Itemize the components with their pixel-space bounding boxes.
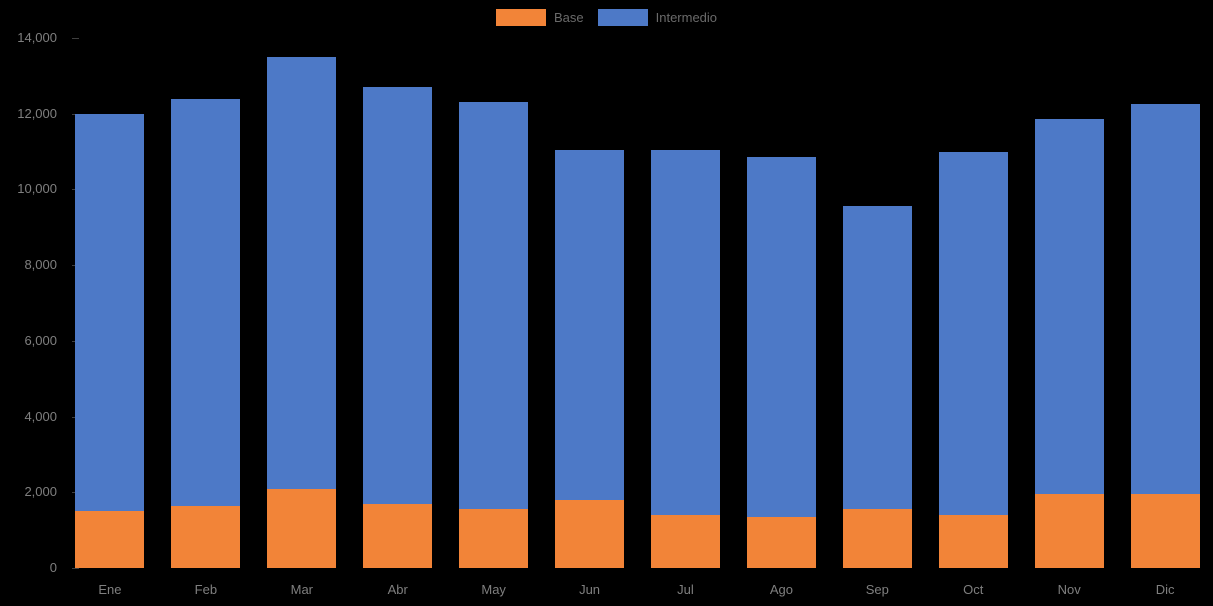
bar-segment-intermedio-ene (75, 113, 145, 512)
stacked-bar-oct (938, 151, 1008, 568)
bar-segment-intermedio-feb (171, 98, 241, 506)
y-axis-label-12000: 12,000 (17, 106, 57, 121)
legend-item-base: Base (495, 9, 584, 26)
intermedio-series-swatch-icon (597, 9, 648, 26)
x-axis-label-jun: Jun (579, 582, 601, 597)
bar-slot-nov (1021, 38, 1117, 568)
bar-segment-intermedio-abr (363, 87, 433, 504)
bar-segment-base-feb (171, 505, 241, 568)
bar-segment-intermedio-dic (1130, 104, 1200, 495)
x-axis-label-feb: Feb (194, 582, 218, 597)
legend-label-base: Base (553, 10, 584, 25)
x-axis-label-mar: Mar (290, 582, 313, 597)
bar-segment-intermedio-sep (842, 206, 912, 510)
y-axis-label-10000: 10,000 (17, 181, 57, 196)
bar-slot-dic (1117, 38, 1213, 568)
y-axis-label-4000: 4,000 (24, 409, 57, 424)
bar-segment-base-jun (555, 499, 625, 568)
bar-segment-base-oct (938, 515, 1008, 568)
stacked-bar-sep (842, 206, 912, 568)
x-axis-label-nov: Nov (1057, 582, 1081, 597)
bar-segment-base-ago (746, 516, 816, 568)
bar-segment-base-nov (1034, 494, 1104, 568)
bar-slot-jun (542, 38, 638, 568)
bar-segment-intermedio-nov (1034, 119, 1104, 495)
bar-segment-intermedio-jun (555, 149, 625, 500)
x-axis-label-sep: Sep (865, 582, 889, 597)
x-axis-label-dic: Dic (1155, 582, 1175, 597)
bar-segment-intermedio-oct (938, 151, 1008, 515)
plot-area (62, 38, 1213, 568)
stacked-bar-mar (267, 56, 337, 568)
stacked-bar-dic (1130, 104, 1200, 568)
bar-slot-abr (350, 38, 446, 568)
x-axis-label-abr: Abr (387, 582, 408, 597)
bar-segment-base-mar (267, 488, 337, 568)
bar-segment-intermedio-jul (650, 149, 720, 515)
stacked-bar-ene (75, 113, 145, 568)
x-axis-label-ago: Ago (769, 582, 793, 597)
legend-label-intermedio: Intermedio (655, 10, 718, 25)
y-axis-label-2000: 2,000 (24, 484, 57, 499)
bar-segment-base-abr (363, 503, 433, 568)
x-axis-label-ene: Ene (98, 582, 122, 597)
bar-slot-oct (925, 38, 1021, 568)
y-axis-tick-0 (72, 568, 79, 569)
bar-slot-jul (638, 38, 734, 568)
stacked-bar-abr (363, 87, 433, 568)
stacked-bar-nov (1034, 119, 1104, 568)
x-axis-label-may: May (481, 582, 506, 597)
bar-slot-may (446, 38, 542, 568)
legend-item-intermedio: Intermedio (597, 9, 718, 26)
base-series-swatch-icon (495, 9, 546, 26)
stacked-bar-jul (650, 149, 720, 568)
bar-segment-intermedio-mar (267, 56, 337, 489)
bar-slot-ene (62, 38, 158, 568)
bar-segment-base-sep (842, 509, 912, 568)
x-axis-label-jul: Jul (677, 582, 694, 597)
stacked-bar-feb (171, 98, 241, 568)
stacked-bar-ago (746, 157, 816, 568)
y-axis-tick-14000 (72, 38, 79, 39)
y-axis-label-14000: 14,000 (17, 30, 57, 45)
y-axis-label-8000: 8,000 (24, 257, 57, 272)
x-axis: Ene Feb Mar Abr May Jun Jul Ago Sep Oct Nov Dic (62, 582, 1213, 597)
bar-slot-ago (733, 38, 829, 568)
stacked-bar-may (459, 102, 529, 568)
bar-slot-sep (829, 38, 925, 568)
bar-segment-intermedio-may (459, 102, 529, 510)
x-axis-label-oct: Oct (963, 582, 984, 597)
bar-segment-base-ene (75, 511, 145, 568)
chart-legend: Base Intermedio (0, 9, 1213, 26)
bar-segment-base-jul (650, 515, 720, 568)
bar-segment-base-may (459, 509, 529, 568)
bar-slot-feb (158, 38, 254, 568)
bar-slot-mar (254, 38, 350, 568)
y-axis-label-6000: 6,000 (24, 333, 57, 348)
bar-segment-base-dic (1130, 494, 1200, 568)
y-axis-label-0: 0 (49, 560, 57, 575)
bar-segment-intermedio-ago (746, 157, 816, 517)
stacked-bar-jun (555, 149, 625, 568)
